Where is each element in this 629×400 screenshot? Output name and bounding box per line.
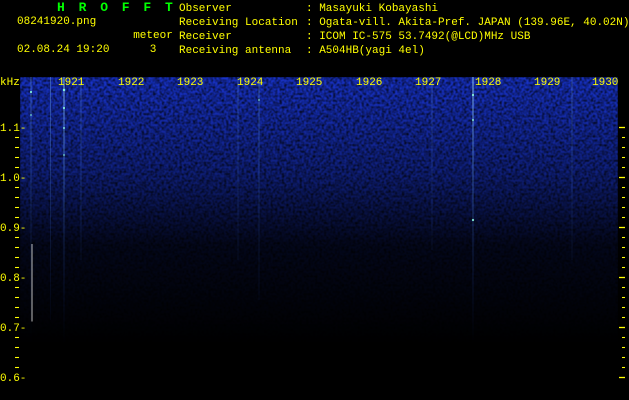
- svg-text:1930: 1930: [592, 77, 618, 89]
- svg-text:0.9-: 0.9-: [0, 223, 26, 235]
- svg-text:1924: 1924: [237, 77, 264, 89]
- svg-text:0.6-: 0.6-: [0, 373, 26, 385]
- svg-text:1.0-: 1.0-: [0, 173, 26, 185]
- svg-text:1922: 1922: [118, 77, 144, 89]
- svg-text:1923: 1923: [177, 77, 203, 89]
- svg-text:1.1-: 1.1-: [0, 123, 26, 135]
- svg-text:1921: 1921: [58, 77, 85, 89]
- svg-text:1926: 1926: [356, 77, 382, 89]
- svg-text:1927: 1927: [415, 77, 441, 89]
- svg-text:1928: 1928: [475, 77, 501, 89]
- svg-text:kHz: kHz: [0, 77, 20, 89]
- svg-text:1929: 1929: [534, 77, 560, 89]
- svg-text:0.7-: 0.7-: [0, 323, 26, 335]
- svg-text:0.8-: 0.8-: [0, 273, 26, 285]
- svg-text:1925: 1925: [296, 77, 322, 89]
